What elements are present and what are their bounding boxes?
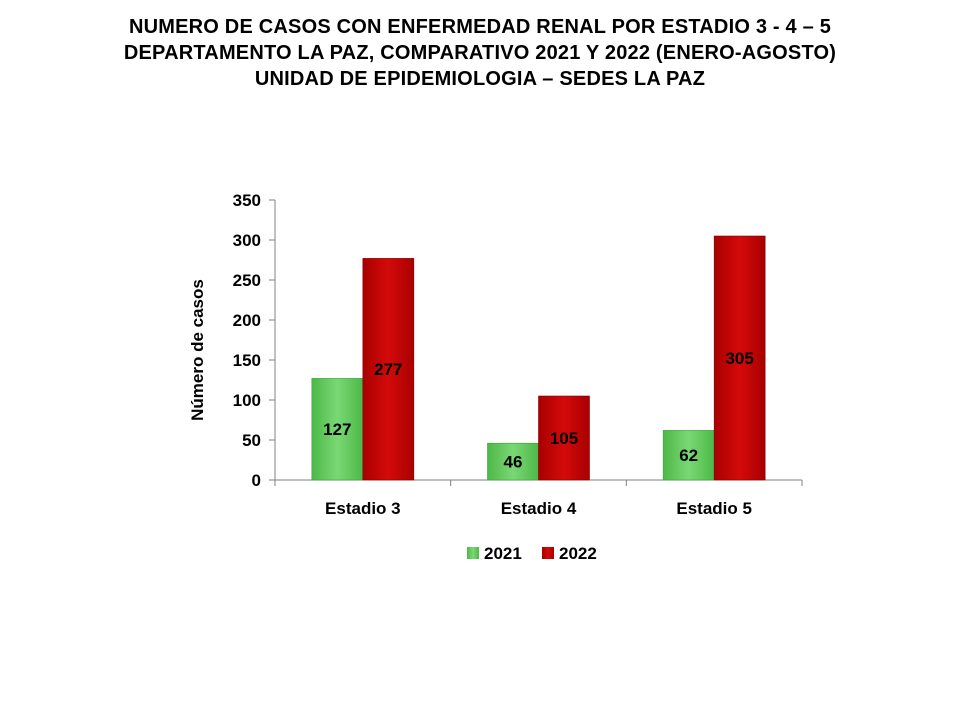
y-axis-title: Número de casos (188, 279, 207, 421)
data-label-2021-2: 46 (504, 453, 523, 472)
data-label-2022-3: 305 (725, 349, 753, 368)
y-tick-label: 200 (233, 311, 261, 330)
title-line-3: UNIDAD DE EPIDEMIOLOGIA – SEDES LA PAZ (254, 68, 706, 90)
axes: 0 50 100 150 200 250 300 350 Número de casos (188, 191, 803, 490)
y-tick-label: 150 (233, 351, 261, 370)
legend-label-2021: 2021 (484, 544, 522, 563)
y-tick-label: 0 (252, 471, 261, 490)
x-category-label: Estadio 5 (676, 499, 752, 518)
y-tick-label: 250 (233, 271, 261, 290)
bar-2022-2 (538, 395, 590, 481)
data-label-2022-2: 105 (550, 429, 578, 448)
bar-2021-1 (311, 378, 364, 481)
bar-2021-3 (662, 430, 715, 481)
bar-2022-1 (362, 258, 415, 481)
legend-label-2022: 2022 (559, 544, 597, 563)
legend: 2021 2022 (467, 544, 597, 563)
y-tick-label: 100 (233, 391, 261, 410)
x-category-label: Estadio 4 (501, 499, 577, 518)
bar-2022-3 (713, 235, 766, 481)
y-tick-label: 300 (233, 231, 261, 250)
legend-swatch-2021 (467, 547, 479, 559)
title-line-1: NUMERO DE CASOS CON ENFERMEDAD RENAL POR… (128, 16, 832, 38)
y-tick-label: 50 (242, 431, 261, 450)
y-tick-label: 350 (233, 191, 261, 210)
x-category-label: Estadio 3 (325, 499, 401, 518)
data-label-2022-1: 277 (374, 360, 402, 379)
legend-swatch-2022 (542, 547, 554, 559)
chart-title: NUMERO DE CASOS CON ENFERMEDAD RENAL POR… (0, 14, 960, 92)
bars-group (311, 235, 766, 481)
data-label-2021-1: 127 (323, 420, 351, 439)
title-line-2: DEPARTAMENTO LA PAZ, COMPARATIVO 2021 Y … (123, 42, 837, 64)
labels-group: 127 277 Estadio 3 46 105 Estadio 4 62 305 Estadi… (323, 349, 754, 518)
data-label-2021-3: 62 (679, 446, 698, 465)
